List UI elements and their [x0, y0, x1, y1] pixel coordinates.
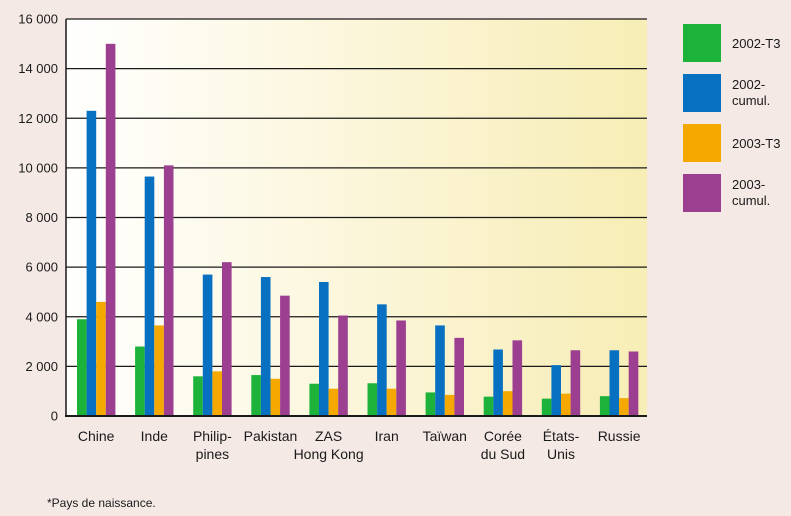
category-label: Russie	[598, 428, 641, 444]
bar	[435, 325, 445, 416]
bar	[270, 378, 281, 416]
bar	[367, 383, 378, 416]
bar	[319, 282, 329, 416]
legend-swatch	[683, 74, 721, 112]
bar	[425, 392, 436, 416]
y-tick-label: 6 000	[25, 260, 58, 275]
category-labels: Chine Inde Philip-pines Pakistan ZAS Hong Kon…	[78, 428, 641, 462]
y-tick-label: 10 000	[18, 160, 58, 175]
bar	[493, 349, 503, 416]
category-label: ZAS Hong Kong	[294, 428, 364, 462]
category-label: Inde	[141, 428, 168, 444]
bar	[260, 277, 271, 416]
bar	[609, 350, 620, 416]
bar	[551, 365, 561, 416]
bar	[328, 388, 339, 416]
y-tick-label: 14 000	[18, 61, 58, 76]
axes	[65, 19, 647, 417]
category-label: Pakistan	[244, 428, 298, 444]
bar	[77, 319, 87, 416]
category-label: Chine	[78, 428, 115, 444]
legend-swatch	[683, 24, 721, 62]
legend-swatch	[683, 174, 721, 212]
legend-label: 2002-T3	[732, 36, 780, 51]
bar	[135, 346, 145, 416]
bar	[280, 295, 290, 416]
bar	[105, 43, 116, 416]
legend-label: 2003-T3	[732, 136, 780, 151]
bars	[77, 43, 639, 417]
bar	[144, 176, 155, 416]
bar	[202, 274, 213, 416]
bar	[222, 262, 232, 416]
bar	[86, 110, 97, 417]
bar	[454, 337, 464, 416]
bar	[154, 325, 164, 416]
bar	[96, 301, 106, 416]
bar	[338, 315, 348, 416]
bar	[628, 351, 639, 416]
y-tick-labels: 0 2 000 4 000 6 000 8 000 10 000 12 000 14 000 1…	[18, 12, 58, 424]
category-label: Corée du Sud	[481, 428, 525, 462]
y-tick-label: 8 000	[25, 210, 58, 225]
y-tick-label: 2 000	[25, 359, 58, 374]
bar	[541, 398, 552, 416]
bar	[599, 396, 610, 416]
y-tick-label: 0	[51, 409, 58, 424]
category-label: Taïwan	[423, 428, 467, 444]
bar	[212, 371, 222, 416]
bar	[444, 394, 455, 416]
bar	[309, 383, 319, 416]
bar	[396, 320, 406, 416]
footnote: *Pays de naissance.	[47, 496, 156, 510]
bar	[570, 350, 581, 416]
y-tick-label: 16 000	[18, 12, 58, 27]
bar	[377, 304, 387, 416]
legend-label: 2002-cumul.	[732, 77, 770, 108]
y-tick-label: 12 000	[18, 111, 58, 126]
bar	[193, 376, 203, 416]
legend-swatch	[683, 124, 721, 162]
bar	[163, 165, 174, 416]
bar	[386, 388, 397, 416]
category-label: Iran	[375, 428, 399, 444]
legend-label: 2003-cumul.	[732, 177, 770, 208]
category-label: Philip-pines	[193, 428, 232, 462]
bar	[561, 393, 571, 416]
bar	[502, 391, 513, 416]
y-tick-label: 4 000	[25, 309, 58, 324]
legend: 2002-T3 2002-cumul. 2003-T3 2003-cumul.	[683, 24, 780, 212]
bar	[512, 340, 523, 416]
bar	[251, 375, 261, 416]
category-label: États-Unis	[543, 428, 580, 462]
bar	[619, 398, 629, 416]
bar	[483, 396, 494, 416]
